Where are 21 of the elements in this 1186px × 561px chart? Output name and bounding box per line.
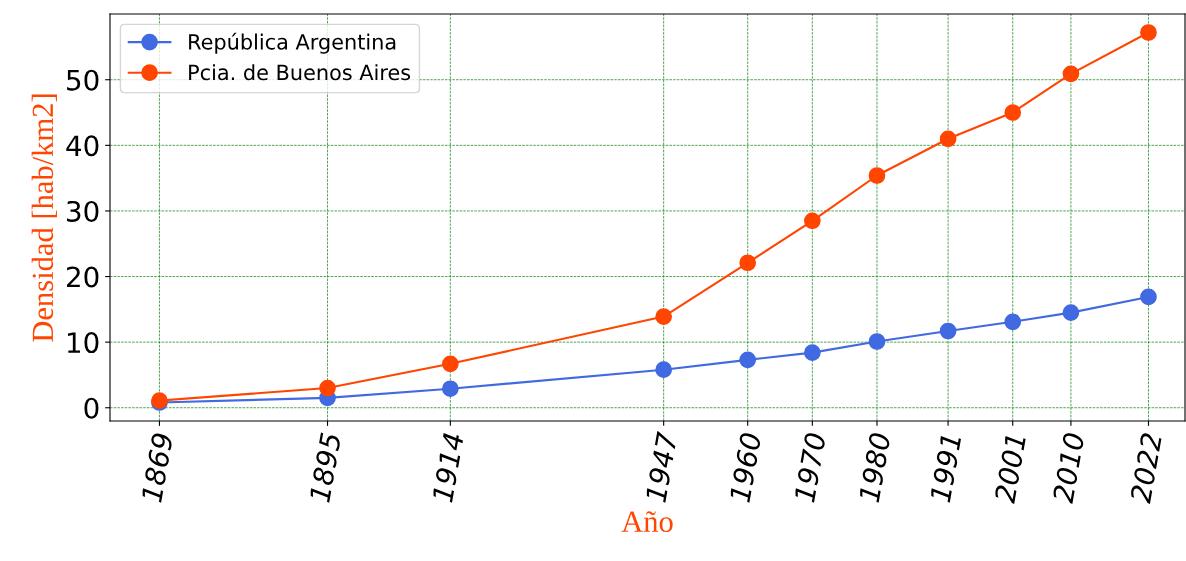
x-tick-label: 1895 xyxy=(308,432,342,503)
y-tick-label: 40 xyxy=(66,135,99,157)
x-tick-label: 2022 xyxy=(1129,432,1163,504)
y-tick-label: 0 xyxy=(84,397,99,419)
y-tick-label: 20 xyxy=(66,266,99,288)
x-tick-label: 1991 xyxy=(929,434,962,503)
y-tick-label: 10 xyxy=(67,332,99,354)
y-tick-label: 50 xyxy=(67,69,99,91)
legend-label: Pcia. de Buenos Aires xyxy=(189,64,411,81)
x-tick-label: 2001 xyxy=(993,434,1027,504)
y-axis-title: Densidad [hab/km2] xyxy=(31,94,57,342)
x-axis-title: Año xyxy=(621,511,673,533)
y-tick-label: 30 xyxy=(67,200,99,222)
x-tick-label: 2010 xyxy=(1052,432,1085,504)
x-tick-label: 1980 xyxy=(858,432,891,503)
x-tick-label: 1914 xyxy=(431,432,465,503)
x-tick-label: 1970 xyxy=(793,432,827,503)
x-tick-label: 1947 xyxy=(645,431,678,503)
legend-label: República Argentina xyxy=(189,32,396,54)
x-tick-label: 1960 xyxy=(729,432,762,503)
x-tick-label: 1869 xyxy=(140,432,174,503)
